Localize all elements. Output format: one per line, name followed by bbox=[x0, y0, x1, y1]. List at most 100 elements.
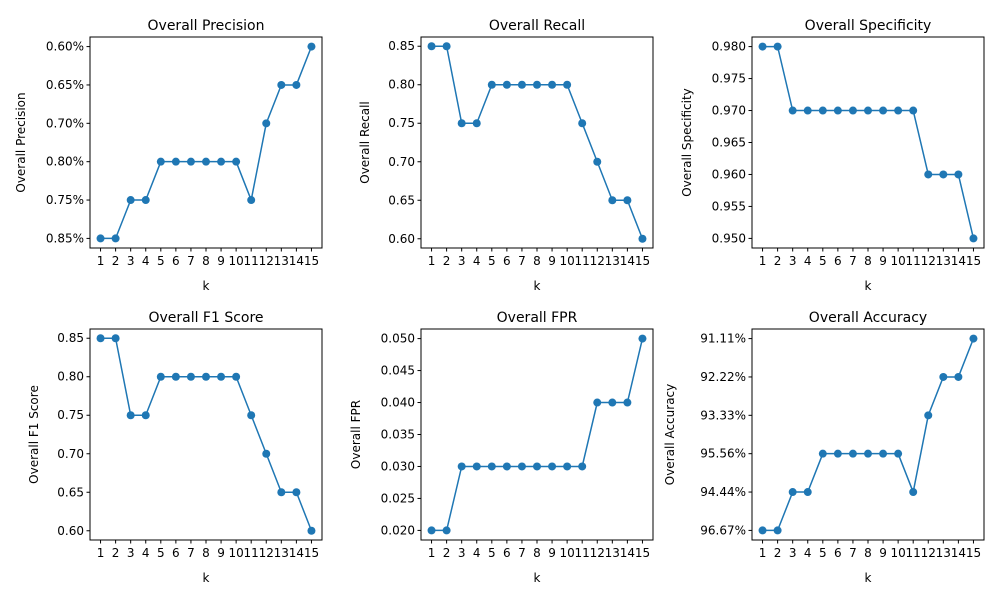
data-point bbox=[141, 196, 150, 205]
y-tick-label: 0.85 bbox=[388, 39, 415, 53]
y-tick-label: 0.980 bbox=[712, 40, 746, 54]
plot-area: 1 2 3 4 5 6 7 8 9 10 11 12 13 14 150.600.650.700.750.8… bbox=[388, 39, 650, 268]
panel-fpr: Overall FPR 1 2 3 4 5 6 7 8 9 10 11 12 13 14 150.0200.… bbox=[349, 310, 654, 585]
x-tick-label: 14 bbox=[620, 546, 635, 560]
x-tick-label: 2 bbox=[443, 546, 451, 560]
data-point bbox=[593, 398, 602, 407]
y-tick-label: 0.80 bbox=[388, 78, 415, 92]
y-tick-label: 91.11% bbox=[700, 332, 746, 346]
x-tick-label: 12 bbox=[590, 546, 605, 560]
y-tick-label: 0.65 bbox=[57, 485, 84, 499]
panel-title: Overall F1 Score bbox=[148, 310, 263, 326]
data-point bbox=[262, 449, 271, 458]
y-tick-label: 0.75 bbox=[388, 116, 415, 130]
x-tick-label: 3 bbox=[127, 546, 135, 560]
data-point bbox=[894, 106, 903, 115]
data-point bbox=[788, 488, 797, 497]
data-point bbox=[141, 411, 150, 420]
data-point bbox=[833, 106, 842, 115]
data-point bbox=[472, 462, 481, 471]
x-tick-label: 10 bbox=[559, 254, 574, 268]
x-tick-label: 1 bbox=[759, 546, 767, 560]
x-tick-label: 11 bbox=[244, 254, 259, 268]
x-tick-label: 7 bbox=[518, 546, 526, 560]
x-tick-label: 9 bbox=[217, 254, 225, 268]
data-point bbox=[939, 170, 948, 179]
y-tick-label: 0.80 bbox=[57, 370, 84, 384]
x-tick-label: 12 bbox=[590, 254, 605, 268]
x-tick-label: 15 bbox=[966, 546, 981, 560]
x-tick-label: 8 bbox=[202, 254, 210, 268]
x-tick-label: 11 bbox=[244, 546, 259, 560]
data-point bbox=[427, 42, 436, 51]
data-point bbox=[803, 106, 812, 115]
data-point bbox=[969, 334, 978, 343]
data-point bbox=[517, 462, 526, 471]
x-tick-label: 14 bbox=[951, 546, 966, 560]
x-tick-label: 1 bbox=[97, 254, 105, 268]
y-tick-label: 0.040 bbox=[381, 396, 415, 410]
x-tick-label: 11 bbox=[575, 546, 590, 560]
x-tick-label: 13 bbox=[274, 254, 289, 268]
panel-title: Overall Precision bbox=[148, 18, 265, 34]
x-tick-label: 3 bbox=[127, 254, 135, 268]
data-point bbox=[277, 80, 286, 89]
data-point bbox=[533, 80, 541, 89]
y-tick-label: 0.030 bbox=[381, 459, 415, 473]
plot-area: 1 2 3 4 5 6 7 8 9 10 11 12 13 14 150.9500.9550.9600.96… bbox=[712, 40, 981, 268]
data-point bbox=[578, 462, 587, 471]
x-tick-label: 11 bbox=[906, 546, 921, 560]
x-tick-label: 3 bbox=[458, 254, 466, 268]
data-point bbox=[924, 170, 933, 179]
x-tick-label: 14 bbox=[289, 546, 304, 560]
x-tick-label: 1 bbox=[428, 546, 436, 560]
data-point bbox=[864, 106, 872, 115]
x-tick-label: 8 bbox=[533, 546, 541, 560]
data-point bbox=[939, 372, 948, 381]
data-point bbox=[533, 462, 541, 471]
data-point bbox=[126, 411, 135, 420]
x-tick-label: 15 bbox=[304, 546, 319, 560]
x-axis-label: k bbox=[534, 571, 541, 585]
data-point bbox=[307, 526, 316, 535]
y-tick-label: 0.70% bbox=[46, 116, 84, 130]
x-tick-label: 9 bbox=[548, 254, 556, 268]
data-point bbox=[232, 157, 241, 166]
y-tick-label: 0.60% bbox=[46, 40, 84, 54]
x-tick-label: 4 bbox=[473, 254, 481, 268]
data-point bbox=[202, 372, 210, 381]
x-tick-label: 6 bbox=[503, 546, 511, 560]
data-point bbox=[457, 462, 466, 471]
x-tick-label: 12 bbox=[259, 546, 274, 560]
x-tick-label: 11 bbox=[575, 254, 590, 268]
panel-title: Overall Specificity bbox=[805, 18, 932, 34]
data-point bbox=[969, 234, 978, 243]
data-point bbox=[292, 80, 301, 89]
data-point bbox=[487, 462, 496, 471]
x-tick-label: 12 bbox=[921, 546, 936, 560]
axes-frame bbox=[89, 36, 323, 249]
x-axis-label: k bbox=[865, 571, 872, 585]
x-tick-label: 10 bbox=[890, 254, 905, 268]
y-tick-label: 0.045 bbox=[381, 364, 415, 378]
data-point bbox=[623, 398, 632, 407]
panel-recall: Overall Recall 1 2 3 4 5 6 7 8 9 10 11 12 13 14 150.60… bbox=[358, 18, 654, 293]
data-point bbox=[111, 334, 120, 343]
plot-area: 1 2 3 4 5 6 7 8 9 10 11 12 13 14 150.600.650.700.750.8… bbox=[57, 331, 319, 560]
panel-title: Overall Accuracy bbox=[809, 310, 927, 326]
data-point bbox=[608, 196, 617, 205]
data-point bbox=[126, 196, 135, 205]
x-tick-label: 13 bbox=[605, 254, 620, 268]
x-tick-label: 10 bbox=[559, 546, 574, 560]
y-tick-label: 0.050 bbox=[381, 332, 415, 346]
panel-precision: Overall Precision 1 2 3 4 5 6 7 8 9 10 11 12 13 14 150… bbox=[14, 18, 323, 293]
data-point bbox=[96, 234, 105, 243]
x-tick-label: 10 bbox=[890, 546, 905, 560]
x-tick-label: 4 bbox=[804, 546, 812, 560]
x-tick-label: 3 bbox=[789, 254, 797, 268]
x-tick-label: 13 bbox=[274, 546, 289, 560]
data-point bbox=[924, 411, 933, 420]
data-point bbox=[954, 170, 963, 179]
data-point bbox=[909, 106, 918, 115]
x-tick-label: 6 bbox=[172, 546, 180, 560]
